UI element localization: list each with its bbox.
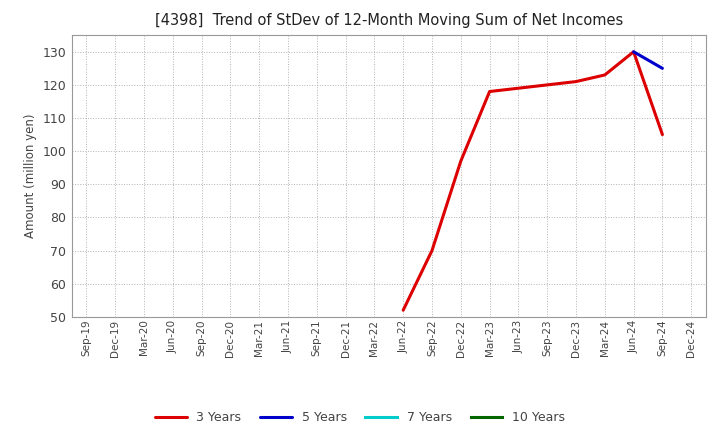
3 Years	[485, 89, 494, 94]
3 Years	[399, 308, 408, 313]
3 Years	[514, 85, 523, 91]
5 Years	[629, 49, 638, 55]
3 Years	[629, 49, 638, 55]
Line: 3 Years: 3 Years	[403, 52, 662, 310]
Y-axis label: Amount (million yen): Amount (million yen)	[24, 114, 37, 238]
3 Years	[572, 79, 580, 84]
Legend: 3 Years, 5 Years, 7 Years, 10 Years: 3 Years, 5 Years, 7 Years, 10 Years	[150, 407, 570, 429]
3 Years	[428, 248, 436, 253]
3 Years	[658, 132, 667, 137]
3 Years	[456, 158, 465, 164]
5 Years	[658, 66, 667, 71]
3 Years	[600, 72, 609, 77]
Title: [4398]  Trend of StDev of 12-Month Moving Sum of Net Incomes: [4398] Trend of StDev of 12-Month Moving…	[155, 14, 623, 29]
3 Years	[543, 82, 552, 88]
Line: 5 Years: 5 Years	[634, 52, 662, 68]
